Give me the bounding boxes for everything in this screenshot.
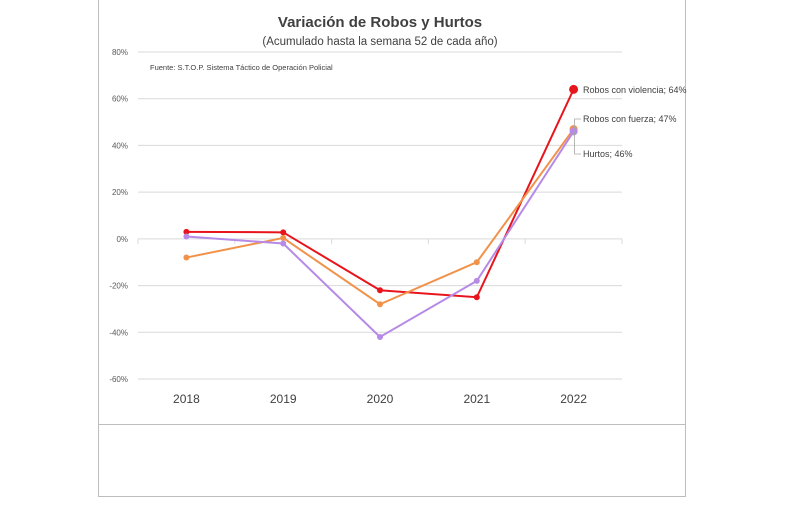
chart-frame: [98, 0, 686, 497]
data-point: [280, 240, 287, 247]
y-tick-label: 40%: [112, 141, 128, 150]
series-end-label: Robos con violencia; 64%: [583, 85, 687, 95]
source-note: Fuente: S.T.O.P. Sistema Táctico de Oper…: [150, 63, 333, 72]
divider: [98, 424, 686, 425]
x-tick-label: 2021: [463, 392, 490, 406]
y-tick-label: 60%: [112, 95, 128, 104]
x-tick-label: 2019: [270, 392, 297, 406]
chart-subtitle: (Acumulado hasta la semana 52 de cada añ…: [262, 36, 497, 48]
data-point: [569, 84, 579, 94]
data-point: [473, 294, 480, 301]
data-point: [377, 287, 383, 294]
y-tick-label: 20%: [112, 188, 128, 197]
data-point: [377, 301, 383, 308]
y-tick-label: -40%: [109, 328, 128, 337]
y-tick-label: 0%: [116, 235, 128, 244]
y-tick-label: -20%: [109, 282, 128, 291]
data-point: [183, 254, 190, 261]
series-line-robos-con-violencia: [186, 88, 575, 299]
data-point: [183, 228, 190, 235]
data-point: [377, 333, 383, 340]
y-tick-label: 80%: [112, 48, 128, 57]
chart-title: Variación de Robos y Hurtos: [278, 14, 482, 31]
leader-line: [574, 131, 581, 155]
data-point: [183, 233, 190, 240]
series-line-robos-con-fuerza: [186, 128, 575, 306]
y-tick-label: -60%: [109, 375, 128, 384]
data-point: [280, 234, 287, 241]
data-point: [473, 259, 480, 266]
x-tick-label: 2018: [173, 392, 200, 406]
x-tick-label: 2022: [560, 392, 587, 406]
series-end-label: Robos con fuerza; 47%: [583, 114, 677, 124]
leader-line: [574, 118, 581, 130]
data-point: [280, 229, 287, 236]
data-point: [473, 277, 480, 284]
data-point: [569, 127, 578, 136]
series-end-label: Hurtos; 46%: [583, 149, 633, 159]
x-tick-label: 2020: [367, 392, 394, 406]
